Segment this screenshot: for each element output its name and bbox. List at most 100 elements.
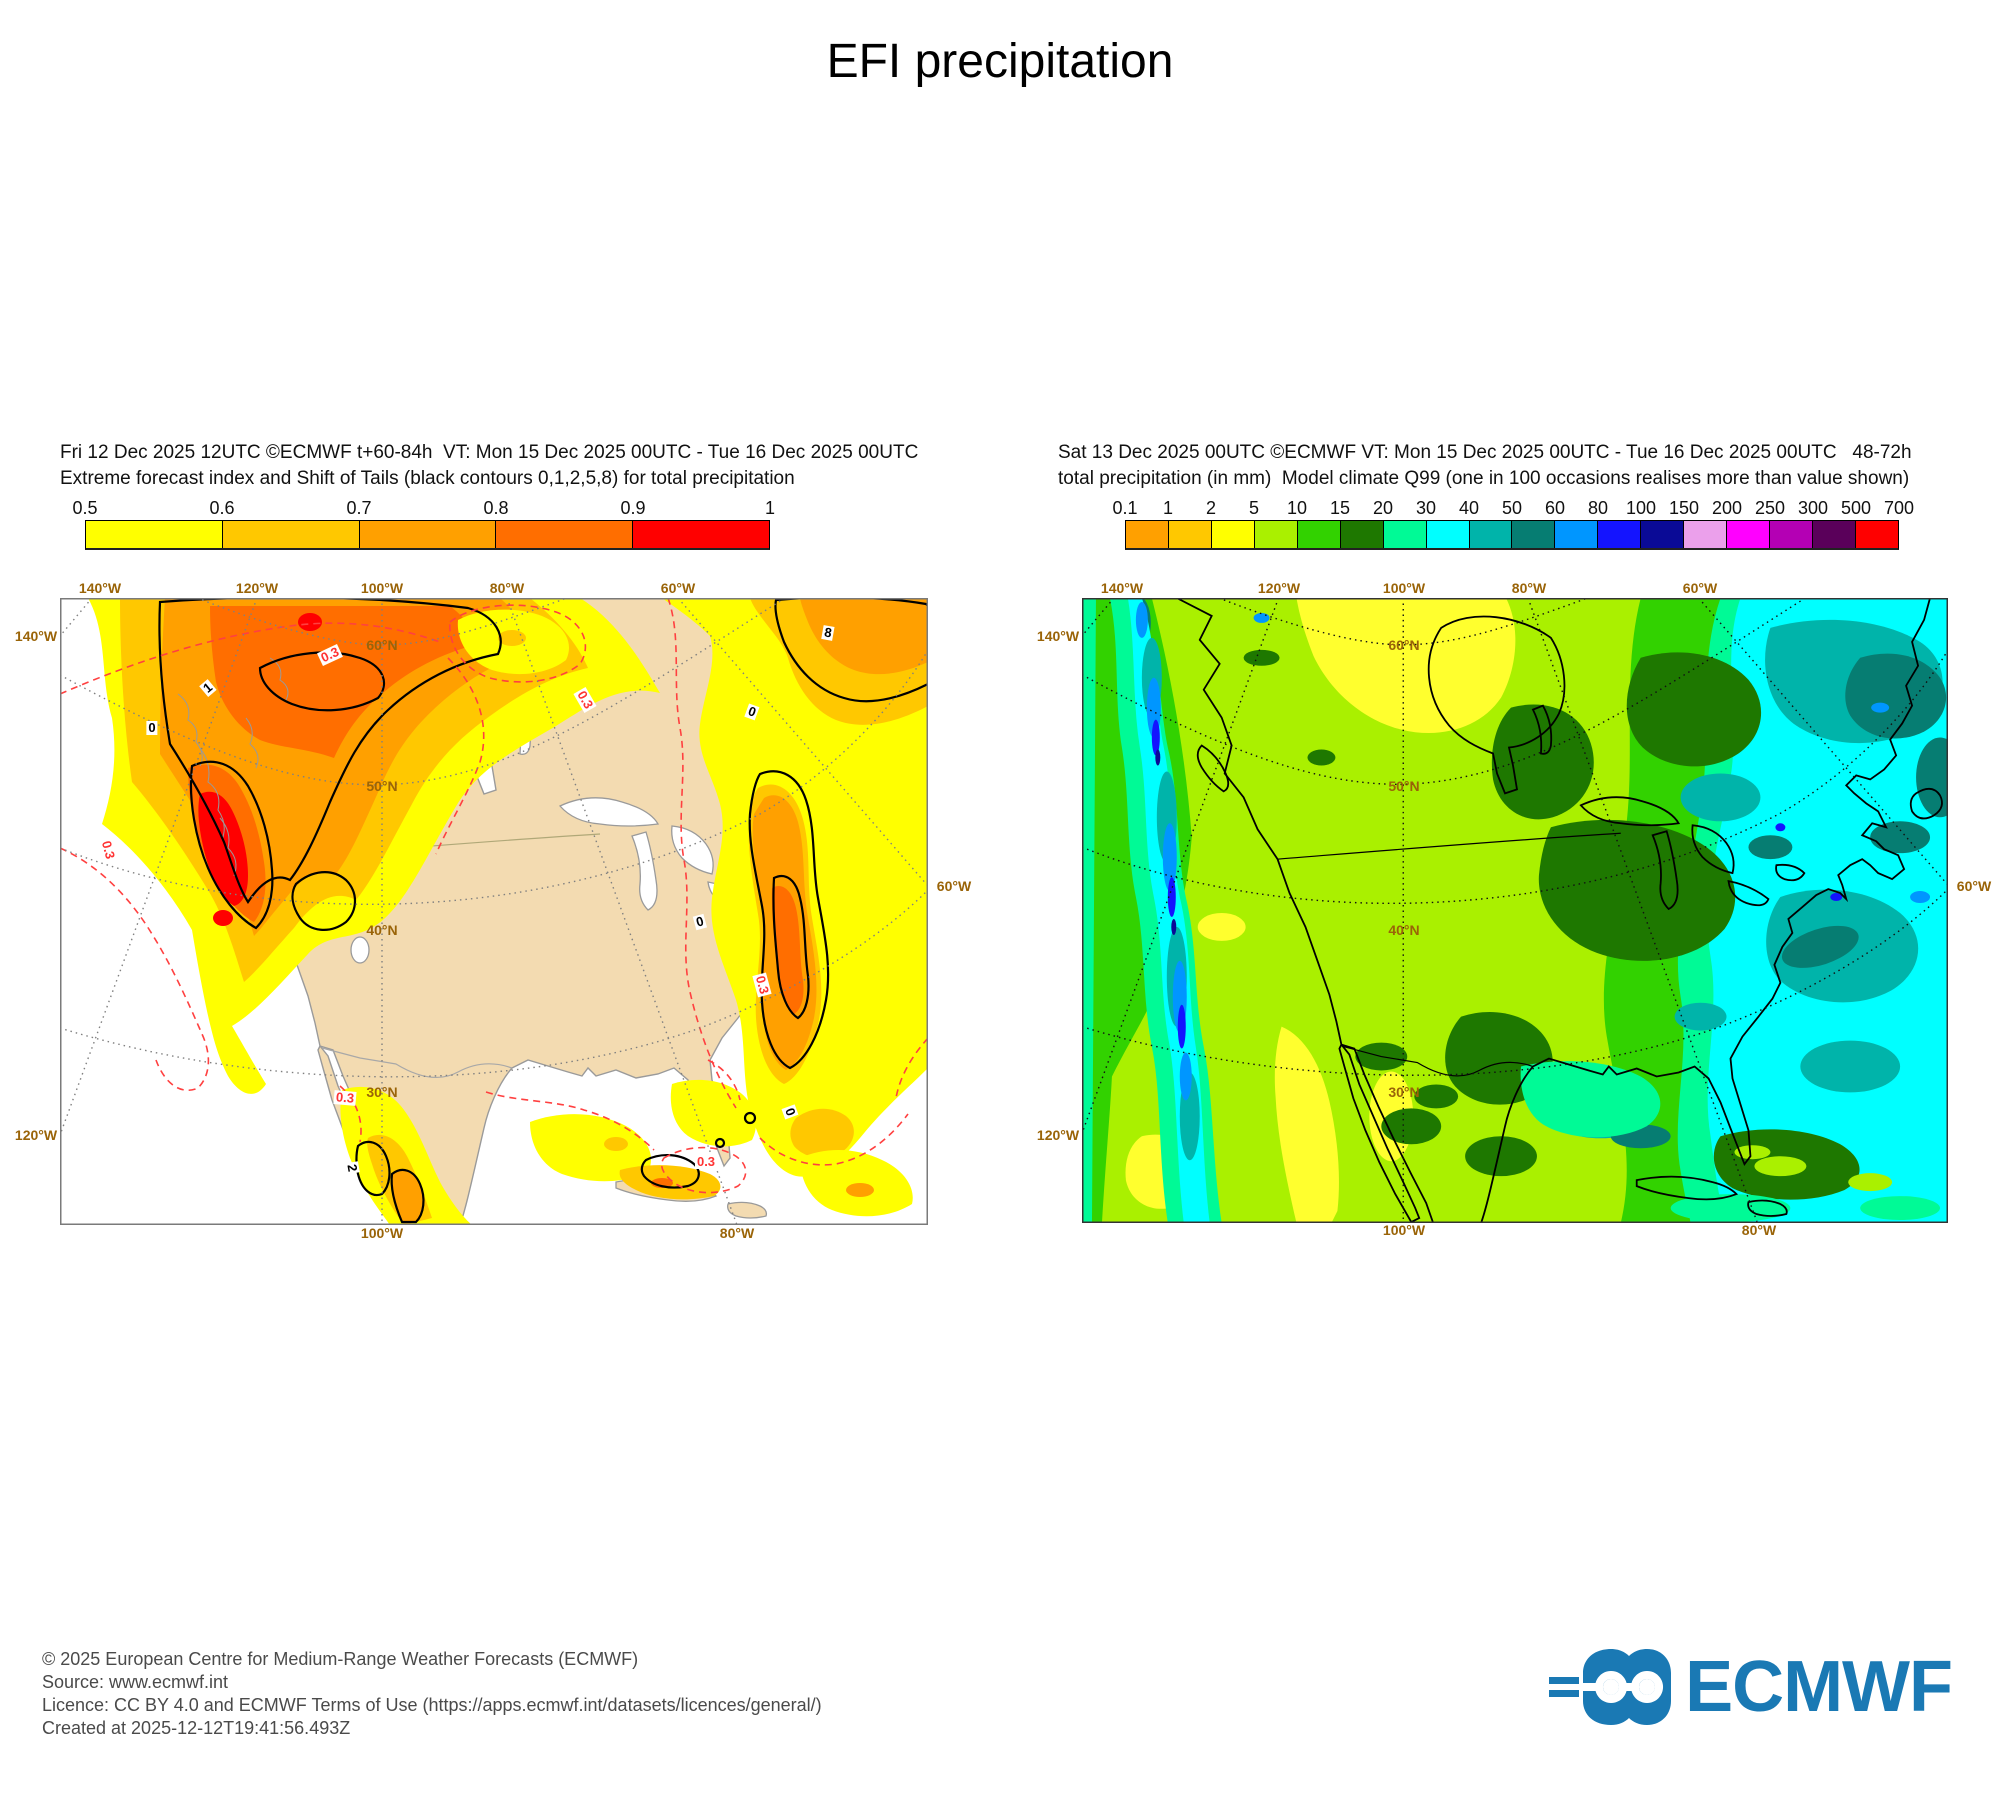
lat-label: 60°N [1388, 637, 1420, 653]
precip-graticule [1082, 598, 1948, 1223]
lon-label-top: 140°W [1100, 580, 1144, 596]
colorbar-tick-label: 10 [1286, 498, 1308, 518]
colorbar-cell [1555, 521, 1599, 548]
lon-label-top: 100°W [1382, 580, 1426, 596]
right-header-line2: total precipitation (in mm) Model climat… [1058, 468, 1910, 489]
left-header-line2: Extreme forecast index and Shift of Tail… [60, 468, 795, 489]
colorbar-cell [1727, 521, 1771, 548]
efi-field-atlantic [662, 598, 928, 1177]
ecmwf-logo-text: ECMWF [1685, 1647, 1953, 1727]
colorbar-cell [633, 521, 769, 548]
lon-label-bottom: 80°W [719, 1225, 755, 1241]
precip-coastlines [1176, 598, 1943, 1223]
precip-caribbean-cores [1734, 1145, 1893, 1192]
efi-colorbar-labels: 0.5 0.6 0.7 0.8 0.9 1 [72, 498, 775, 520]
colorbar-cell [1211, 521, 1255, 548]
efi-map [60, 598, 928, 1225]
precip-colorbar-labels: 0.1 1 2 5 10 15 20 30 40 50 60 80 100 150 200 250 300 500… [1112, 498, 1914, 520]
lat-label: 50°N [366, 778, 398, 794]
colorbar-tick-label: 700 [1883, 498, 1915, 518]
colorbar-cell [1512, 521, 1556, 548]
colorbar-tick-label: 50 [1501, 498, 1523, 518]
efi-field-northwest [88, 598, 660, 1094]
colorbar-cell [1770, 521, 1813, 548]
footer-copyright: © 2025 European Centre for Medium-Range … [42, 1649, 639, 1669]
lon-label-bottom: 100°W [360, 1225, 404, 1241]
lat-label: 40°N [366, 922, 398, 938]
lon-label-top: 120°W [235, 580, 279, 596]
contour-label-black: 0 [146, 720, 158, 735]
colorbar-tick-label: 20 [1372, 498, 1393, 518]
lon-label-bottom: 100°W [1382, 1222, 1426, 1238]
lon-label-left: 140°W [14, 628, 58, 644]
colorbar-tick-label: 0.6 [209, 498, 235, 518]
efi-map-svg [60, 598, 928, 1225]
lon-label-top: 80°W [1511, 580, 1547, 596]
colorbar-tick-label: 200 [1711, 498, 1743, 518]
ecmwf-logo-icon [1549, 1649, 1672, 1725]
us-mexico-border [321, 1047, 513, 1078]
colorbar-tick-label: 0.7 [346, 498, 372, 518]
lon-label-top: 80°W [489, 580, 525, 596]
colorbar-cell [1426, 521, 1470, 548]
efi-field-south [340, 1079, 913, 1225]
colorbar-tick-label: 150 [1668, 498, 1700, 518]
lat-label: 40°N [1388, 922, 1420, 938]
colorbar-cell [1813, 521, 1856, 548]
colorbar-tick-label: 80 [1587, 498, 1609, 518]
lon-label-left: 140°W [1036, 628, 1080, 644]
footer-created: Created at 2025-12-12T19:41:56.493Z [42, 1718, 351, 1738]
colorbar-tick-label: 100 [1625, 498, 1657, 518]
lat-label: 30°N [366, 1084, 398, 1100]
right-panel-header: Sat 13 Dec 2025 00UTC ©ECMWF VT: Mon 15 … [1058, 440, 1912, 492]
right-header-line1: Sat 13 Dec 2025 00UTC ©ECMWF VT: Mon 15 … [1058, 442, 1912, 463]
page-title: EFI precipitation [826, 35, 1174, 88]
colorbar-tick-label: 250 [1754, 498, 1786, 518]
colorbar-cell [222, 521, 360, 548]
terrain-contours [177, 657, 289, 877]
colorbar-cell [496, 521, 634, 548]
colorbar-tick-label: 1 [764, 498, 776, 518]
colorbar-tick-label: 15 [1329, 498, 1351, 518]
footer-licence: Licence: CC BY 4.0 and ECMWF Terms of Us… [42, 1695, 822, 1715]
colorbar-cell [86, 521, 223, 548]
contour-label-red: 0.3 [694, 1154, 718, 1169]
left-panel-header: Fri 12 Dec 2025 12UTC ©ECMWF t+60-84h VT… [60, 440, 918, 492]
colorbar-tick-label: 0.9 [620, 498, 646, 518]
colorbar-tick-label: 5 [1248, 498, 1259, 518]
colorbar-tick-label: 1 [1162, 498, 1174, 518]
lon-label-right: 60°W [1956, 878, 1992, 894]
contour-label-black: 2 [344, 1161, 361, 1175]
left-header-line1: Fri 12 Dec 2025 12UTC ©ECMWF t+60-84h VT… [60, 442, 919, 463]
colorbar-tick-label: 40 [1458, 498, 1480, 518]
lon-label-top: 140°W [78, 580, 122, 596]
colorbar-tick-label: 2 [1205, 498, 1217, 518]
lon-label-right: 60°W [936, 878, 972, 894]
colorbar-cell [1254, 521, 1298, 548]
footer-attribution: © 2025 European Centre for Medium-Range … [42, 1648, 822, 1740]
lon-label-top: 60°W [660, 580, 696, 596]
colorbar-cell [1855, 521, 1898, 548]
lon-label-bottom: 80°W [1741, 1222, 1777, 1238]
ecmwf-logo: ECMWF [1549, 1646, 1953, 1728]
graticule [60, 598, 928, 1225]
colorbar-cell [1641, 521, 1685, 548]
precip-colorbar: 0.1 1 2 5 10 15 20 30 40 50 60 80 100 150 200 250 300 500… [1112, 498, 1914, 550]
contour-label-red: 0.3 [333, 1089, 357, 1106]
lon-label-top: 120°W [1257, 580, 1301, 596]
colorbar-tick-label: 60 [1544, 498, 1566, 518]
colorbar-cell [1598, 521, 1642, 548]
efi-colorbar: 0.5 0.6 0.7 0.8 0.9 1 [72, 498, 775, 550]
lon-label-left: 120°W [14, 1127, 58, 1143]
colorbar-tick-label: 0.1 [1112, 498, 1138, 518]
lon-label-top: 60°W [1682, 580, 1718, 596]
colorbar-cell [1126, 521, 1169, 548]
colorbar-tick-label: 0.5 [72, 498, 98, 518]
colorbar-cell [1168, 521, 1212, 548]
colorbar-cell [359, 521, 497, 548]
colorbar-tick-label: 500 [1840, 498, 1872, 518]
lon-label-top: 100°W [360, 580, 404, 596]
efi-colorbar-cells [85, 520, 770, 550]
colorbar-cell [1684, 521, 1728, 548]
precip-map [1082, 598, 1948, 1223]
